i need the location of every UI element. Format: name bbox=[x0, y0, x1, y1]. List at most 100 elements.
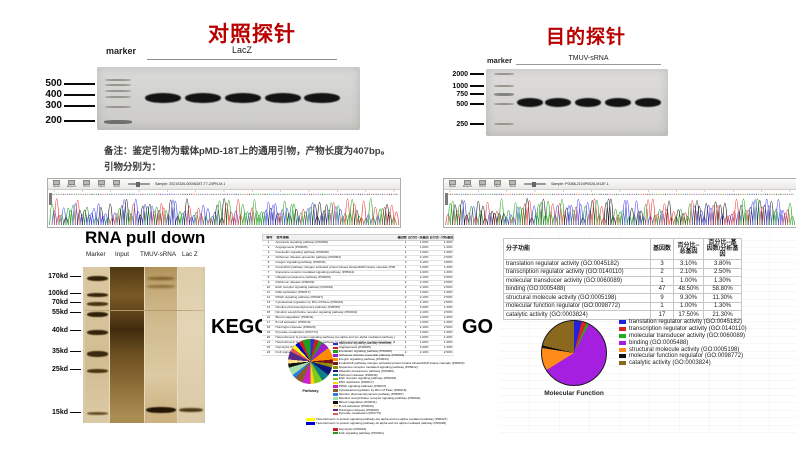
toolbar-button-next[interactable]: Next bbox=[95, 179, 108, 189]
go-section-label: GO bbox=[462, 316, 494, 338]
table-cell: 2.10% bbox=[419, 276, 429, 280]
ladder-label: 35kd bbox=[52, 347, 68, 355]
table-cell: 5 bbox=[267, 261, 270, 265]
legend-item: Insulin/IGF pathway-mitogen activated pr… bbox=[333, 361, 465, 365]
gel-band bbox=[517, 98, 543, 107]
toolbar-button-open[interactable]: Open bbox=[50, 179, 63, 189]
table-cell: 1 bbox=[404, 346, 407, 350]
toolbar-button-export[interactable]: Export bbox=[65, 179, 78, 189]
table-cell: 2.50% bbox=[443, 351, 453, 355]
table-cell: 48.50% bbox=[673, 284, 704, 295]
table-cell: 2.10% bbox=[673, 267, 704, 278]
table-cell: 1.00% bbox=[419, 266, 429, 270]
table-cell: 2 bbox=[404, 256, 407, 260]
control-gel-group-underline bbox=[147, 59, 337, 60]
table-row: 17 B cell activation (P00010) 1 1.00% 1.30% bbox=[262, 321, 454, 326]
table-cell: Angiogenesis (P00005) bbox=[275, 246, 308, 250]
table-row: 4 Alzheimer disease-presenilin pathway (P… bbox=[262, 256, 454, 261]
toolbar-button-export[interactable]: Export bbox=[461, 179, 474, 189]
pulldown-lane bbox=[110, 267, 144, 423]
legend-label: binding (GO:0005488) bbox=[629, 339, 689, 346]
table-cell: 1.30% bbox=[443, 331, 453, 335]
gel-band bbox=[545, 98, 571, 107]
ladder-tick bbox=[470, 73, 484, 75]
table-cell: 1 bbox=[404, 241, 407, 245]
legend-color-chip bbox=[619, 320, 626, 324]
legend-color-chip bbox=[333, 431, 338, 435]
table-row: 10 EGF receptor signaling pathway (P00018… bbox=[262, 286, 454, 291]
ladder-label: 500 bbox=[45, 78, 62, 89]
table-row: 18 Huntington disease (P00029) 2 2.10% 2.50% bbox=[262, 326, 454, 331]
export-icon bbox=[464, 179, 471, 186]
table-cell: 1.30% bbox=[443, 316, 453, 320]
table-cell: 1 bbox=[404, 291, 407, 295]
toolbar-button-find[interactable]: Find bbox=[110, 179, 123, 189]
kegg-pie-legend: Apoptosis signaling pathway (P00006) Angi… bbox=[306, 341, 465, 435]
toolbar-button-print[interactable]: Print bbox=[476, 179, 489, 189]
vertical-scrollbar[interactable] bbox=[49, 193, 52, 205]
legend-label: transcription regulator activity (GO:014… bbox=[629, 325, 747, 332]
table-cell: 1.00% bbox=[419, 341, 429, 345]
zoom-slider[interactable] bbox=[524, 181, 546, 187]
lane-label: TMUV-sRNA bbox=[140, 251, 177, 258]
vertical-scrollbar[interactable] bbox=[445, 193, 448, 205]
table-cell: 1 bbox=[404, 251, 407, 255]
legend-label: PDGF signaling pathway (P00047) bbox=[338, 384, 387, 389]
table-cell: 1.30% bbox=[703, 301, 742, 312]
table-cell: Heterotrimeric G-protein signaling pathw… bbox=[275, 336, 396, 340]
gel-artifact-line bbox=[83, 310, 205, 312]
legend-label: structural molecule activity (GO:0005198… bbox=[629, 346, 740, 353]
table-cell: 2.10% bbox=[419, 286, 429, 290]
legend-color-chip bbox=[333, 346, 338, 350]
table-cell: 2 bbox=[404, 296, 407, 300]
kegg-pie-chart bbox=[288, 339, 333, 384]
open-icon bbox=[53, 179, 60, 186]
table-row: 11 DNA replication (P00017) 1 1.00% 1.30% bbox=[262, 291, 454, 296]
table-cell: 3.10% bbox=[673, 259, 704, 269]
table-cell: molecular function regulator (GO:0098772… bbox=[503, 301, 651, 312]
table-cell: 1.30% bbox=[443, 306, 453, 310]
table-row: 14 Nicotine pharmacodynamics pathway (P06… bbox=[262, 306, 454, 311]
table-cell: 2 bbox=[650, 267, 674, 278]
open-icon bbox=[449, 179, 456, 186]
table-cell: transcription regulator activity (GO:014… bbox=[503, 267, 651, 278]
ladder-tick bbox=[64, 105, 95, 107]
column-header: 百分比--总基因 bbox=[408, 235, 429, 239]
table-cell: Huntington disease (P00029) bbox=[275, 326, 316, 330]
toolbar-button-find[interactable]: Find bbox=[506, 179, 519, 189]
legend-color-chip bbox=[333, 354, 338, 357]
legend-item: Nicotine pharmacodynamics pathway (P0658… bbox=[333, 392, 458, 397]
zoom-slider[interactable] bbox=[128, 181, 150, 187]
gel-band bbox=[145, 93, 181, 103]
toolbar-button-label: Print bbox=[83, 184, 90, 189]
table-cell: Nicotinic acetylcholine receptor signali… bbox=[275, 311, 358, 315]
legend-color-chip bbox=[333, 389, 338, 392]
legend-item: Integrin signalling pathway (P00034) bbox=[333, 357, 458, 362]
protein-band bbox=[179, 408, 203, 412]
legend-item: molecular function regulator (GO:0098772… bbox=[619, 353, 747, 359]
table-row: 22 Glycolysis (P00024) 1 1.00% 1.30% bbox=[262, 346, 454, 351]
legend-color-chip bbox=[333, 397, 338, 400]
table-cell: 9 bbox=[650, 293, 674, 303]
next-icon bbox=[98, 179, 105, 186]
protein-band bbox=[87, 351, 108, 357]
table-header-row: 编号 信号通路 基因数 百分比--总基因 百分比--分析基因 bbox=[262, 234, 454, 241]
toolbar-button-print[interactable]: Print bbox=[80, 179, 93, 189]
legend-item: Ubiquitin proteasome pathway (P00060) bbox=[333, 369, 458, 373]
table-cell: 1.00% bbox=[673, 301, 704, 312]
legend-label: Apoptosis signaling pathway (P00006) bbox=[338, 341, 392, 346]
toolbar-button-label: Next bbox=[98, 184, 105, 189]
legend-label: Huntington disease (P00029) bbox=[338, 407, 379, 412]
table-cell: 1.30% bbox=[443, 266, 453, 270]
toolbar-button-open[interactable]: Open bbox=[446, 179, 459, 189]
legend-item: Cytoskeletal regulation by Rho GTPase (P… bbox=[333, 388, 458, 393]
legend-color-chip bbox=[333, 377, 338, 381]
toolbar-button-next[interactable]: Next bbox=[491, 179, 504, 189]
table-cell: 20 bbox=[266, 336, 271, 340]
table-cell: 2.50% bbox=[443, 281, 453, 285]
pulldown-protein-gel bbox=[83, 267, 205, 423]
lane-label: Marker bbox=[86, 251, 106, 258]
kegg-pathway-table: 编号 信号通路 基因数 百分比--总基因 百分比--分析基因 1 Apoptosis sig… bbox=[262, 234, 454, 356]
gel-band bbox=[105, 90, 131, 93]
